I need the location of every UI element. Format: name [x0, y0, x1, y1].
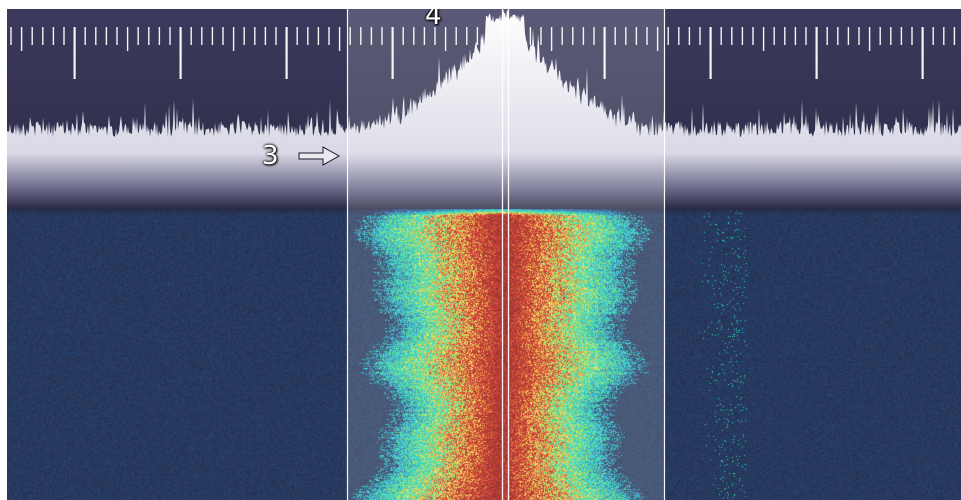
arrow-right-icon — [298, 146, 341, 166]
spectrum-waterfall-view[interactable]: 4 3 — [7, 9, 961, 500]
filter-passband[interactable] — [347, 9, 665, 500]
spectrum-panel[interactable] — [7, 9, 961, 209]
spectrum-trace — [7, 9, 961, 209]
frequency-scale — [10, 27, 956, 79]
overlay — [346, 9, 666, 500]
waterfall-panel[interactable] — [7, 209, 961, 500]
